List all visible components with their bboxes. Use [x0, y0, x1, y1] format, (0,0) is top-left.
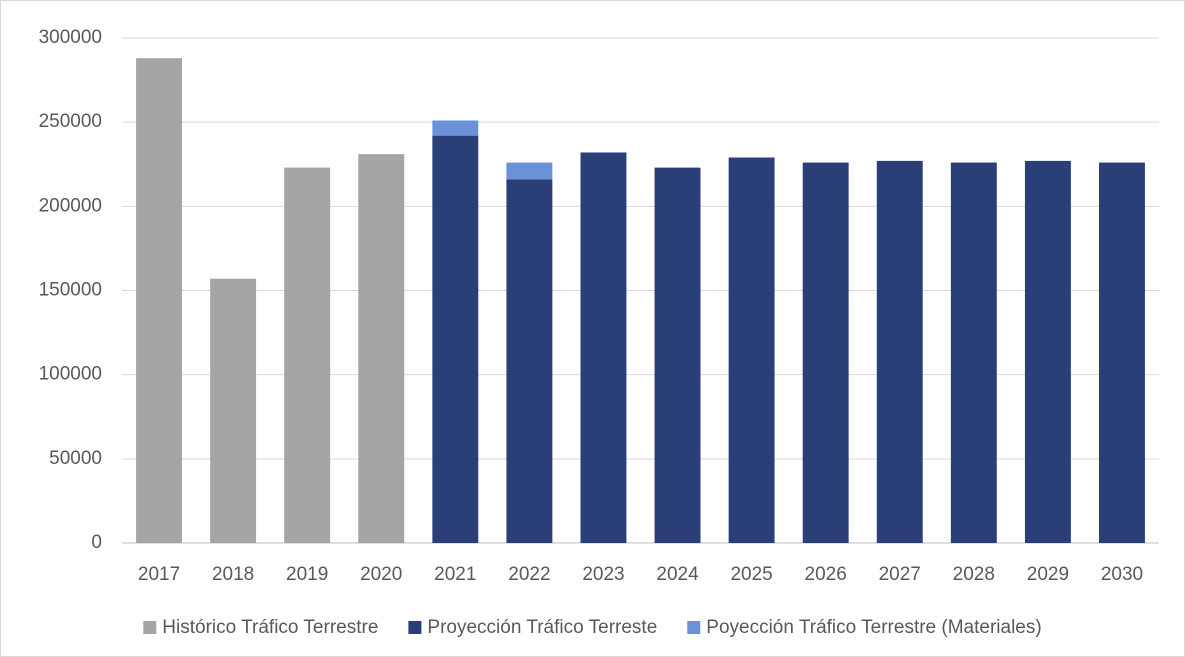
- bar: [358, 154, 405, 543]
- legend-label: Proyección Tráfico Terreste: [427, 617, 657, 638]
- y-tick-label: 200000: [39, 195, 102, 216]
- bar: [432, 120, 479, 136]
- bar: [802, 162, 849, 544]
- bar: [136, 58, 182, 543]
- x-tick-label: 2027: [879, 564, 921, 585]
- x-tick-label: 2021: [434, 564, 476, 585]
- y-tick-label: 0: [91, 532, 102, 553]
- x-tick-label: 2028: [953, 564, 995, 585]
- x-tick-label: 2029: [1027, 564, 1069, 585]
- legend-swatch: [143, 621, 157, 634]
- bar: [284, 167, 331, 543]
- x-tick-label: 2022: [508, 564, 550, 585]
- legend-label: Histórico Tráfico Terrestre: [162, 617, 378, 638]
- bar: [950, 162, 997, 544]
- y-tick-label: 250000: [39, 111, 102, 132]
- bar: [654, 167, 701, 543]
- x-tick-label: 2023: [582, 564, 624, 585]
- x-tick-label: 2025: [730, 564, 772, 585]
- x-tick-label: 2017: [138, 564, 180, 585]
- bar: [210, 278, 257, 543]
- legend-swatch: [408, 621, 422, 634]
- x-tick-label: 2018: [212, 564, 254, 585]
- bar: [728, 157, 775, 543]
- bar: [876, 160, 923, 543]
- y-tick-label: 50000: [49, 448, 102, 469]
- bar: [1024, 160, 1071, 543]
- bar: [506, 162, 553, 180]
- y-tick-label: 100000: [39, 364, 102, 385]
- x-tick-label: 2020: [360, 564, 402, 585]
- y-tick-label: 300000: [39, 27, 102, 48]
- y-tick-label: 150000: [39, 280, 102, 301]
- bar: [432, 135, 479, 543]
- x-tick-label: 2019: [286, 564, 328, 585]
- legend-label: Poyección Tráfico Terrestre (Materiales): [706, 617, 1041, 638]
- bar: [580, 152, 627, 543]
- x-tick-label: 2030: [1101, 564, 1143, 585]
- bar: [506, 179, 553, 543]
- x-tick-label: 2026: [805, 564, 847, 585]
- legend-swatch: [687, 621, 701, 634]
- bar: [1099, 162, 1145, 544]
- x-tick-label: 2024: [656, 564, 699, 585]
